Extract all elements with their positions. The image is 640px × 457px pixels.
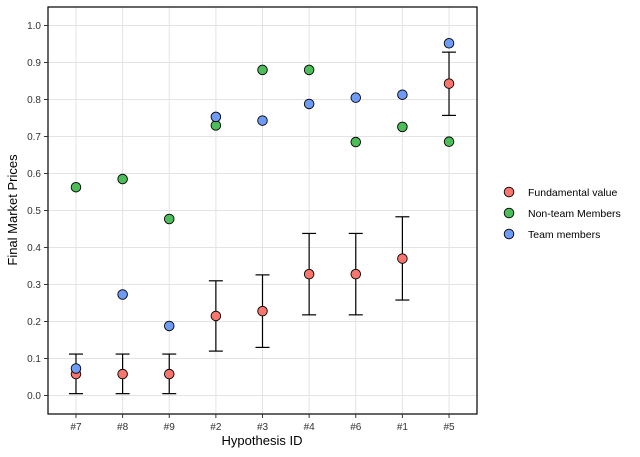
point-fundamental-value bbox=[117, 368, 128, 380]
legend-label: Fundamental value bbox=[528, 187, 617, 199]
y-axis-title: Final Market Prices bbox=[5, 154, 20, 266]
grid bbox=[48, 7, 477, 414]
point-non-team-members bbox=[117, 173, 128, 185]
point-team-members bbox=[117, 289, 128, 300]
x-tick-label: #3 bbox=[257, 422, 269, 433]
y-tick-label: 0.7 bbox=[27, 132, 41, 143]
y-tick-label: 0.2 bbox=[27, 317, 41, 328]
point-team-members bbox=[163, 320, 175, 332]
point-non-team-members bbox=[397, 121, 408, 133]
point-non-team-members bbox=[257, 64, 268, 76]
legend-label: Team members bbox=[528, 229, 600, 241]
legend-key bbox=[503, 186, 515, 198]
x-tick-label: #2 bbox=[210, 422, 222, 433]
y-axis: 0.0 0.1 0.2 0.3 0.4 0.5 0.6 0.7 0.8 0.9 1.0 bbox=[27, 21, 48, 402]
x-tick-label: #7 bbox=[70, 422, 82, 433]
y-tick-label: 0.9 bbox=[27, 58, 41, 69]
point-fundamental-value bbox=[210, 310, 222, 322]
point-non-team-members bbox=[350, 136, 362, 148]
legend-key bbox=[503, 228, 515, 240]
x-tick-label: #4 bbox=[304, 422, 316, 433]
y-tick-label: 0.3 bbox=[27, 280, 41, 291]
point-team-members bbox=[350, 92, 362, 103]
legend: Fundamental value Non-team Members Team me… bbox=[503, 186, 621, 241]
legend-item: Team members bbox=[503, 228, 600, 241]
point-team-members bbox=[397, 89, 408, 100]
x-tick-label: #9 bbox=[164, 422, 176, 433]
data-points bbox=[70, 38, 455, 380]
legend-item: Fundamental value bbox=[503, 186, 617, 199]
point-team-members bbox=[70, 363, 82, 374]
x-tick-label: #6 bbox=[350, 422, 362, 433]
point-non-team-members bbox=[303, 64, 315, 76]
x-tick-label: #8 bbox=[117, 422, 129, 433]
point-team-members bbox=[257, 115, 268, 126]
x-tick-label: #5 bbox=[443, 422, 455, 433]
point-team-members bbox=[210, 111, 222, 123]
y-tick-label: 0.4 bbox=[27, 243, 41, 254]
x-axis-title: Hypothesis ID bbox=[222, 433, 303, 448]
point-fundamental-value bbox=[303, 268, 315, 280]
y-tick-label: 0.1 bbox=[27, 354, 41, 365]
point-fundamental-value bbox=[397, 253, 408, 264]
x-axis: #7 #8 #9 #2 #3 #4 #6 #1 #5 bbox=[70, 414, 455, 433]
x-tick-label: #1 bbox=[397, 422, 409, 433]
legend-item: Non-team Members bbox=[503, 207, 621, 220]
point-non-team-members bbox=[443, 136, 455, 147]
point-fundamental-value bbox=[257, 305, 268, 317]
y-tick-label: 0.8 bbox=[27, 95, 41, 106]
legend-label: Non-team Members bbox=[528, 208, 621, 220]
y-tick-label: 0.5 bbox=[27, 206, 41, 217]
y-tick-label: 0.0 bbox=[27, 391, 41, 402]
point-fundamental-value bbox=[163, 368, 175, 380]
legend-key bbox=[503, 207, 515, 219]
y-tick-label: 0.6 bbox=[27, 169, 41, 180]
point-team-members bbox=[443, 38, 455, 49]
point-team-members bbox=[303, 98, 315, 110]
point-fundamental-value bbox=[443, 78, 455, 89]
point-non-team-members bbox=[163, 213, 175, 225]
y-tick-label: 1.0 bbox=[27, 21, 41, 32]
point-non-team-members bbox=[70, 181, 82, 193]
point-fundamental-value bbox=[350, 268, 362, 280]
